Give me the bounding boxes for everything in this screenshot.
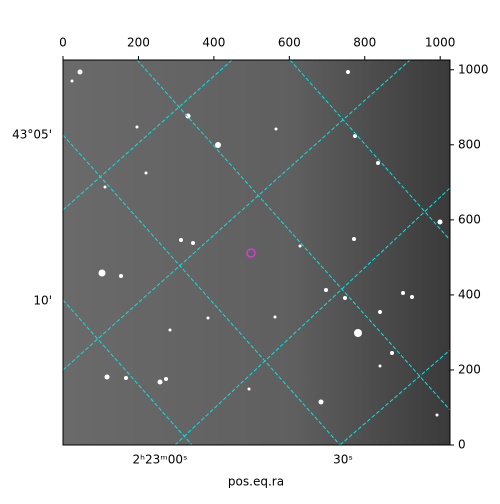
- x-tick-label: 800: [353, 36, 376, 50]
- y-tick-label: 1000: [458, 62, 489, 76]
- y-tick-label: 600: [458, 212, 481, 226]
- stars: [70, 69, 443, 417]
- target-marker: [246, 248, 256, 258]
- y-tick-label: 400: [458, 287, 481, 301]
- coordinate-grid: [63, 60, 450, 445]
- y-tick-label: 0: [458, 438, 466, 452]
- dec-tick-label: 43°05': [12, 128, 52, 142]
- sky-image: [63, 60, 450, 445]
- x-tick-label: 200: [127, 36, 150, 50]
- x-axis-label: pos.eq.ra: [228, 475, 284, 489]
- x-tick-label: 400: [202, 36, 225, 50]
- y-tick-label: 800: [458, 137, 481, 151]
- x-tick-label: 600: [278, 36, 301, 50]
- x-tick-label: 0: [59, 36, 67, 50]
- frame: [62, 59, 451, 446]
- ra-tick-label: 30ˢ: [333, 453, 353, 467]
- ra-tick-label: 2ʰ23ᵐ00ˢ: [133, 453, 188, 467]
- x-tick-label: 1000: [425, 36, 456, 50]
- dec-tick-label: 10': [33, 294, 52, 308]
- y-tick-label: 200: [458, 362, 481, 376]
